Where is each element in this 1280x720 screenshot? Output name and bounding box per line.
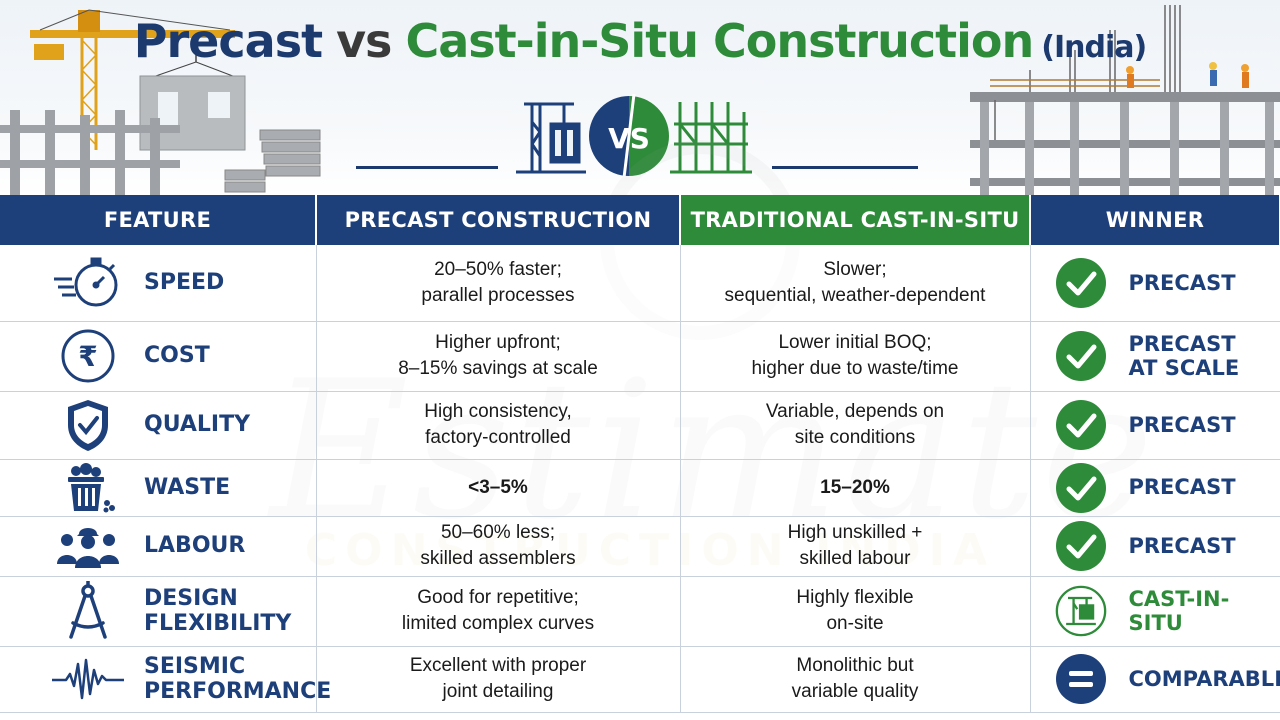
precast-text: Good for repetitive; limited complex cur… xyxy=(401,587,595,634)
feature-cell: LABOUR xyxy=(0,516,317,577)
winner-cell: PRECAST xyxy=(1030,516,1280,577)
feature-cell: SEISMIC PERFORMANCE xyxy=(0,646,331,713)
check-icon xyxy=(1055,331,1106,381)
equals-icon xyxy=(1055,654,1106,704)
title-precast: Precast xyxy=(133,14,323,68)
precast-text: 20–50% faster; parallel processes xyxy=(421,259,575,306)
feature-cell: QUALITY xyxy=(0,391,317,460)
crane-icon xyxy=(516,102,586,174)
winner-cell: PRECAST AT SCALE xyxy=(1030,321,1280,392)
title-cast-in-situ: Cast-in-Situ Construction xyxy=(405,14,1034,68)
header-feature: FEATURE xyxy=(0,195,317,245)
cast-in-situ-cell: Slower; sequential, weather-dependent xyxy=(680,245,1031,322)
check-icon xyxy=(1055,521,1106,571)
winner-label: COMPARABLE xyxy=(1128,666,1280,691)
cast-in-situ-cell: Lower initial BOQ; higher due to waste/t… xyxy=(680,321,1031,392)
cast-in-situ-text: Variable, depends on site conditions xyxy=(765,401,945,448)
feature-cell: ₹ COST xyxy=(0,321,317,392)
workers-icon xyxy=(48,518,128,574)
table-row: WASTE <3–5% 15–20% PRECAST xyxy=(0,459,1280,517)
feature-label: DESIGN FLEXIBILITY xyxy=(144,585,292,636)
header-banner: Precast vs Cast-in-Situ Construction (India… xyxy=(0,0,1280,195)
page-title: Precast vs Cast-in-Situ Construction (India… xyxy=(0,14,1280,68)
precast-cell: Excellent with proper joint detailing xyxy=(316,646,681,713)
feature-label: LABOUR xyxy=(144,533,246,559)
cast-in-situ-text: Slower; sequential, weather-dependent xyxy=(724,259,986,306)
cast-in-situ-text: High unskilled + skilled labour xyxy=(787,522,923,569)
feature-label: COST xyxy=(144,343,210,369)
table-row: ₹ COST Higher upfront; 8–15% savings at … xyxy=(0,321,1280,392)
feature-label: SEISMIC PERFORMANCE xyxy=(144,653,332,704)
cast-in-situ-text: 15–20% xyxy=(820,476,890,498)
header-winner: WINNER xyxy=(1030,195,1280,245)
table-row: SPEED 20–50% faster; parallel processes … xyxy=(0,245,1280,322)
rupee-icon: ₹ xyxy=(48,328,128,384)
comparison-table: FEATURE PRECAST CONSTRUCTION TRADITIONAL… xyxy=(0,195,1280,713)
precast-text: Higher upfront; 8–15% savings at scale xyxy=(398,332,598,379)
feature-cell: WASTE xyxy=(0,459,317,517)
header-cast-in-situ: TRADITIONAL CAST-IN-SITU xyxy=(680,195,1031,245)
precast-site-illustration xyxy=(0,9,321,195)
cast-in-situ-cell: Highly flexible on-site xyxy=(680,576,1031,647)
precast-text: 50–60% less; skilled assemblers xyxy=(420,522,576,569)
cast-in-situ-text: Monolithic but variable quality xyxy=(791,655,919,702)
precast-cell: <3–5% xyxy=(316,459,681,517)
winner-label: CAST-IN-SITU xyxy=(1128,586,1230,635)
table-row: DESIGN FLEXIBILITY Good for repetitive; … xyxy=(0,576,1280,647)
precast-cell: 50–60% less; skilled assemblers xyxy=(316,516,681,577)
svg-text:₹: ₹ xyxy=(78,340,97,373)
winner-label: PRECAST xyxy=(1128,475,1236,500)
cast-in-situ-text: Highly flexible on-site xyxy=(796,587,914,634)
winner-cell: PRECAST xyxy=(1030,245,1280,322)
precast-text: High consistency, factory-controlled xyxy=(424,401,572,448)
site-structure-icon xyxy=(1055,585,1106,637)
title-divider-left xyxy=(356,166,498,169)
cast-in-situ-cell: 15–20% xyxy=(680,459,1031,517)
check-icon xyxy=(1055,400,1106,450)
cast-in-situ-cell: Variable, depends on site conditions xyxy=(680,391,1031,460)
shield-check-icon xyxy=(48,397,128,453)
feature-label: SPEED xyxy=(144,270,225,296)
feature-cell: SPEED xyxy=(0,245,317,322)
stopwatch-icon xyxy=(48,255,128,311)
check-icon xyxy=(1055,462,1106,513)
winner-label: PRECAST xyxy=(1128,533,1236,558)
cast-in-situ-text: Lower initial BOQ; higher due to waste/t… xyxy=(751,332,959,379)
title-divider-right xyxy=(772,166,918,169)
header-precast: PRECAST CONSTRUCTION xyxy=(316,195,681,245)
winner-label: PRECAST AT SCALE xyxy=(1128,331,1240,380)
feature-label: QUALITY xyxy=(144,412,251,438)
table-row: LABOUR 50–60% less; skilled assemblers H… xyxy=(0,516,1280,577)
title-vs: vs xyxy=(336,14,392,68)
winner-label: PRECAST xyxy=(1128,270,1236,295)
cast-in-situ-cell: Monolithic but variable quality xyxy=(680,646,1031,713)
table-row: QUALITY High consistency, factory-contro… xyxy=(0,391,1280,460)
winner-cell: COMPARABLE xyxy=(1030,646,1280,713)
feature-cell: DESIGN FLEXIBILITY xyxy=(0,576,317,647)
title-india: (India) xyxy=(1041,30,1147,65)
feature-label: WASTE xyxy=(144,474,231,500)
precast-text: <3–5% xyxy=(468,476,528,498)
vs-label: VS xyxy=(608,122,650,155)
precast-text: Excellent with proper joint detailing xyxy=(409,655,587,702)
seismograph-icon xyxy=(48,651,128,707)
waste-bin-icon xyxy=(48,460,128,516)
winner-cell: PRECAST xyxy=(1030,391,1280,460)
scaffolding-icon xyxy=(670,102,752,174)
precast-cell: High consistency, factory-controlled xyxy=(316,391,681,460)
check-icon xyxy=(1055,257,1106,308)
winner-label: PRECAST xyxy=(1128,412,1236,437)
precast-cell: Higher upfront; 8–15% savings at scale xyxy=(316,321,681,392)
precast-cell: Good for repetitive; limited complex cur… xyxy=(316,576,681,647)
cast-in-situ-site-illustration xyxy=(970,5,1280,195)
table-row: SEISMIC PERFORMANCE Excellent with prope… xyxy=(0,646,1280,713)
winner-cell: CAST-IN-SITU xyxy=(1030,576,1280,647)
cast-in-situ-cell: High unskilled + skilled labour xyxy=(680,516,1031,577)
winner-cell: PRECAST xyxy=(1030,459,1280,517)
compass-icon xyxy=(48,581,128,639)
precast-cell: 20–50% faster; parallel processes xyxy=(316,245,681,322)
vs-emblem: VS xyxy=(516,93,752,179)
table-header-row: FEATURE PRECAST CONSTRUCTION TRADITIONAL… xyxy=(0,195,1280,245)
